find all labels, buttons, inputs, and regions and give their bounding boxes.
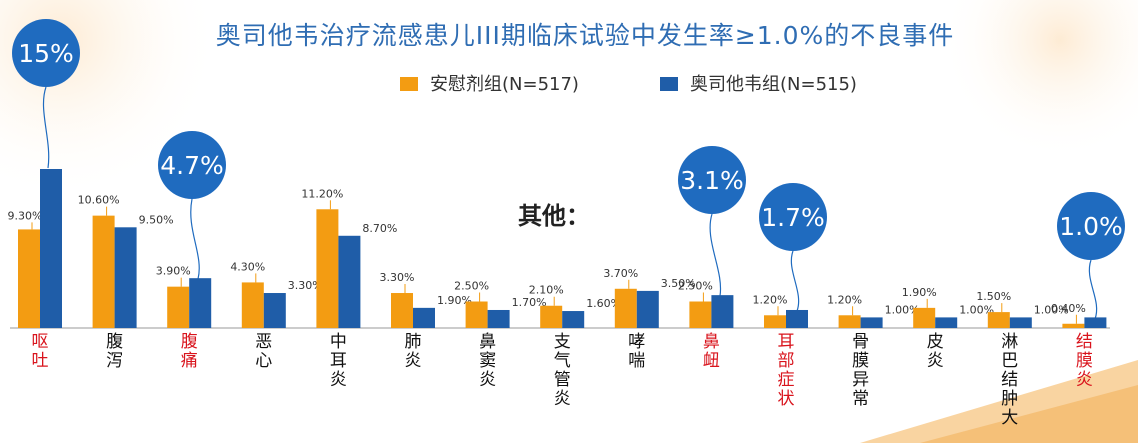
bar-placebo [18,229,40,328]
bar-placebo [167,286,190,328]
bar-placebo [1062,323,1085,328]
legend-label-placebo: 安慰剂组(N=517) [430,74,579,95]
highlight-bubble-epistaxis: 3.1% [678,146,746,214]
bar-placebo [614,288,637,328]
bubble-connector [190,198,200,280]
highlight-bubble-vomit: 15% [12,19,80,87]
category-label: 哮 喘 [628,332,646,371]
data-label-placebo: 0.40% [1051,302,1086,315]
bar-placebo [689,301,712,328]
highlight-bubble-abdominal-pain: 4.7% [158,131,226,199]
bar-placebo [913,307,936,328]
bar-oseltamivir [1009,317,1032,328]
bubble-connector [790,250,800,312]
category-label: 呕 吐 [31,332,49,371]
bubble-connector [1088,259,1098,320]
legend-swatch-oseltamivir [660,77,678,91]
bar-placebo [764,315,786,328]
bar-oseltamivir [263,293,286,328]
bar-oseltamivir [1084,317,1107,328]
bar-oseltamivir [562,311,585,328]
data-label-oseltamivir: 1.00% [1034,303,1069,316]
data-label-placebo: 4.30% [230,260,265,273]
highlight-bubble-conjunctivitis: 1.0% [1057,192,1125,260]
legend-swatch-placebo [400,77,418,91]
bar-oseltamivir [189,278,212,328]
bar-oseltamivir [935,317,958,328]
data-label-oseltamivir: 1.70% [512,296,547,309]
bar-placebo [838,315,861,328]
data-label-placebo: 2.50% [454,280,489,293]
bar-oseltamivir [636,290,659,328]
legend-item-oseltamivir: 奥司他韦组(N=515) [660,70,857,96]
bar-placebo [241,282,264,328]
category-label: 支 气 管 炎 [553,332,571,409]
other-label: 其他： [518,202,590,230]
category-label: 腹 泻 [106,332,124,371]
data-label-oseltamivir: 3.30% [288,279,323,292]
bar-placebo [465,301,488,328]
bar-oseltamivir [40,169,62,328]
category-label: 淋 巴 结 肿 大 [1001,332,1019,428]
data-label-placebo: 3.70% [603,267,638,280]
category-label: 中 耳 炎 [329,332,347,390]
bar-placebo [540,305,563,328]
category-label: 肺 炎 [404,332,422,371]
bubble-connector [42,86,50,169]
bar-oseltamivir [413,307,435,328]
data-label-oseltamivir: 1.60% [586,297,621,310]
chart-title: 奥司他韦治疗流感患儿III期临床试验中发生率≥1.0%的不良事件 [215,21,955,50]
category-label: 鼻 衄 [702,332,720,371]
data-label-oseltamivir: 1.00% [885,303,920,316]
bar-oseltamivir [338,235,361,328]
bar-oseltamivir [786,309,808,328]
bar-placebo [92,215,115,328]
data-label-oseltamivir: 9.50% [139,213,174,226]
data-label-placebo: 9.30% [8,209,43,222]
data-label-placebo: 3.30% [380,271,415,284]
data-label-oseltamivir: 1.90% [437,294,472,307]
legend-label-oseltamivir: 奥司他韦组(N=515) [690,74,857,95]
data-label-placebo: 1.20% [753,293,788,306]
data-label-placebo: 3.90% [156,265,191,278]
category-label: 恶 心 [255,332,273,371]
bar-placebo [987,312,1010,328]
data-label-placebo: 1.50% [976,290,1011,303]
bar-oseltamivir [487,309,510,328]
category-label: 鼻 窦 炎 [479,332,497,390]
bar-oseltamivir [860,317,883,328]
category-label: 结 膜 炎 [1075,332,1093,390]
bar-oseltamivir [711,295,734,328]
category-label: 耳 部 症 状 [777,332,795,409]
bubble-connector [709,213,722,297]
legend-item-placebo: 安慰剂组(N=517) [400,70,579,96]
highlight-bubble-ear-symptoms: 1.7% [759,183,827,251]
category-label: 皮 炎 [926,332,944,371]
data-label-oseltamivir: 1.00% [959,303,994,316]
category-label: 骨 膜 异 常 [852,332,870,409]
bar-placebo [391,293,413,328]
category-label: 腹 痛 [180,332,198,371]
data-label-placebo: 1.90% [902,286,937,299]
data-label-placebo: 1.20% [827,293,862,306]
data-label-oseltamivir: 8.70% [362,222,397,235]
bar-oseltamivir [114,227,137,328]
data-label-placebo: 2.50% [678,280,713,293]
data-label-placebo: 2.10% [529,284,564,297]
data-label-placebo: 10.60% [78,194,120,207]
data-label-placebo: 11.20% [301,187,343,200]
bar-placebo [316,209,339,328]
data-label-oseltamivir: 3.50% [661,277,696,290]
